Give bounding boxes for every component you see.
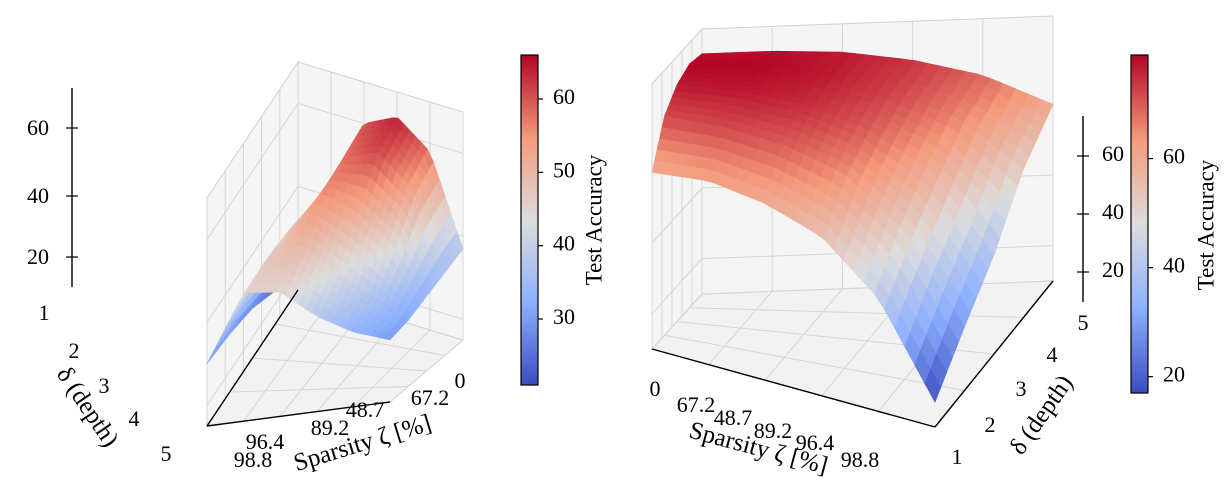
z-tick-label: 20 [27, 244, 49, 269]
gridline [664, 334, 965, 391]
colorbar-tick-label: 30 [553, 304, 575, 329]
surface-patch [924, 368, 942, 404]
z-tick-label: 60 [27, 115, 49, 140]
x-tick-label: 98.8 [234, 447, 273, 472]
gridline [206, 103, 299, 240]
colorbar-tick-label: 60 [1163, 144, 1185, 169]
colorbar-gradient [1130, 54, 1149, 394]
colorbar: 20 40 60 Test Accuracy [1130, 54, 1218, 394]
gridline [275, 323, 445, 356]
colorbar-label: Test Accuracy [1193, 159, 1218, 290]
z-tick-label: 60 [1102, 141, 1124, 166]
colorbar-tick-label: 40 [553, 231, 575, 256]
x-tick-label: 48.7 [714, 405, 753, 430]
x-tick-label: 96.4 [246, 429, 285, 454]
x-tick-label: 96.4 [796, 430, 835, 455]
colorbar-gradient [520, 54, 539, 386]
z-tick-label: 40 [1102, 199, 1124, 224]
gridline [651, 187, 703, 244]
x-tick-label: 89.2 [311, 415, 350, 440]
gridline [229, 386, 409, 393]
colorbar: 30 40 50 60 Test Accuracy [520, 54, 606, 386]
x-tick-label: 0 [650, 376, 661, 401]
surface [651, 50, 1054, 404]
z-tick-label: 40 [27, 183, 49, 208]
y-tick-label: 2 [985, 412, 996, 437]
y-tick-label: 1 [952, 444, 963, 469]
gridline [206, 186, 299, 323]
y-axis-line [206, 289, 299, 427]
surface-plot-left: 067.248.789.296.498.812345204060Sparsity… [27, 54, 606, 477]
y-tick-label: 3 [99, 373, 110, 398]
colorbar-tick-label: 50 [553, 157, 575, 182]
y-axis-label: δ (depth) [51, 362, 124, 452]
x-axis-line [206, 401, 391, 427]
surface [206, 117, 464, 364]
colorbar-label: Test Accuracy [581, 154, 606, 285]
x-tick-label: 0 [455, 368, 466, 393]
y-tick-label: 4 [1047, 342, 1058, 367]
y-tick-label: 5 [1078, 310, 1089, 335]
surface-patch [206, 344, 219, 364]
y-tick-label: 4 [129, 406, 140, 431]
gridline [651, 258, 703, 315]
colorbar-tick-label: 20 [1163, 362, 1185, 387]
surface-plot-right: 067.248.789.2 96.498.8 12345204060Sparsity… [650, 15, 1218, 480]
y-tick-label: 5 [161, 441, 172, 466]
y-tick-label: 3 [1016, 376, 1027, 401]
x-tick-label: 89.2 [754, 418, 793, 443]
y-tick-label: 2 [69, 338, 80, 363]
colorbar-tick-label: 40 [1163, 253, 1185, 278]
x-tick-label: 67.2 [677, 392, 716, 417]
z-tick-label: 20 [1102, 257, 1124, 282]
colorbar-tick-label: 60 [553, 84, 575, 109]
surface-patch [693, 57, 711, 61]
gridline [252, 357, 427, 372]
x-tick-label: 48.7 [346, 397, 385, 422]
x-tick-label: 67.2 [411, 385, 450, 410]
x-axis-line [651, 348, 936, 428]
x-tick-label: 98.8 [841, 447, 880, 472]
y-axis-line [934, 280, 1054, 428]
y-tick-label: 1 [39, 300, 50, 325]
